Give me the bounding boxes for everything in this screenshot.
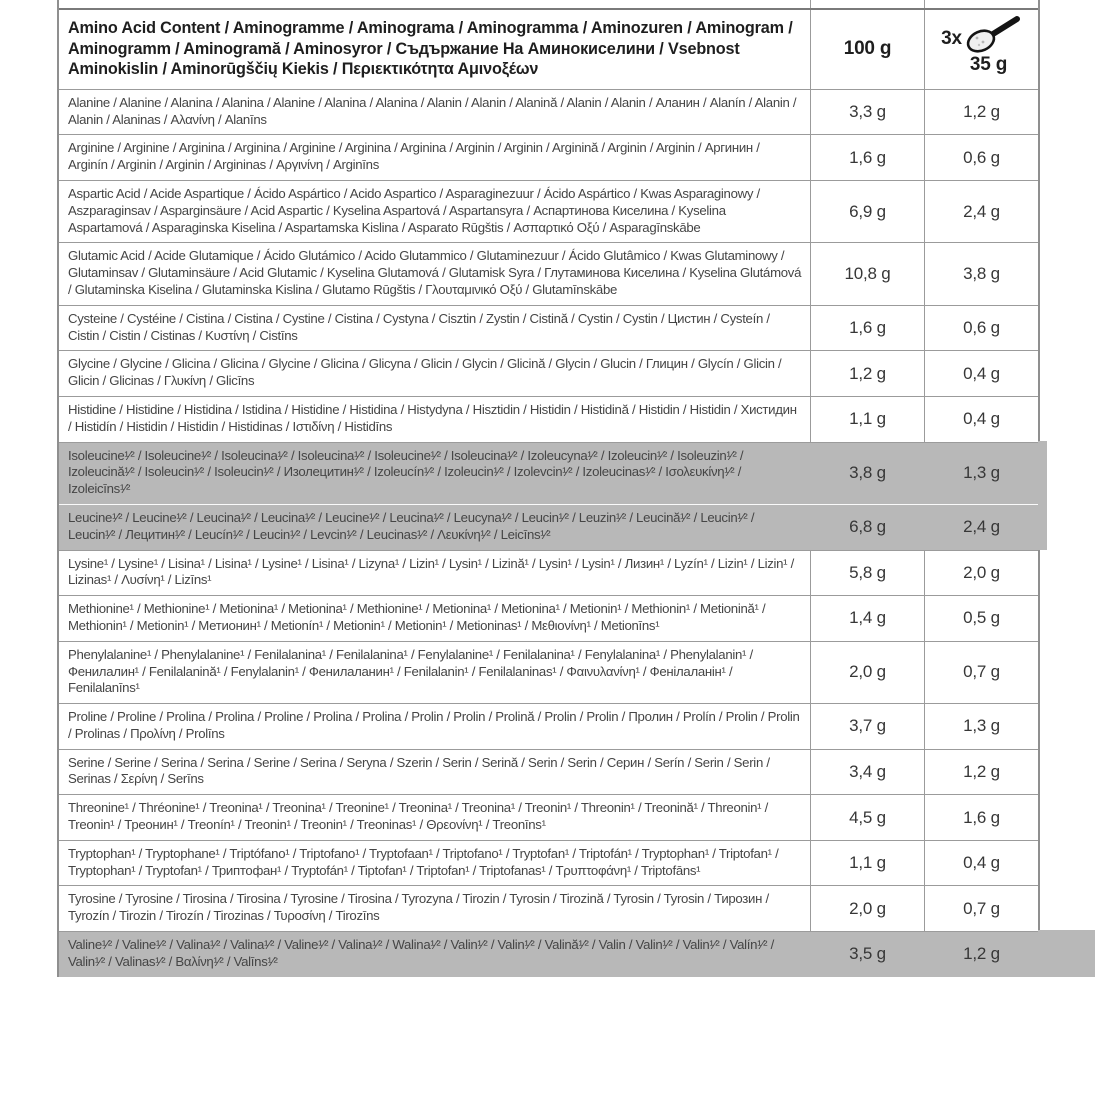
amino-acid-names: Glycine / Glycine / Glicina / Glicina / … xyxy=(68,356,782,389)
value-per-100g: 1,6 g xyxy=(810,305,924,351)
table-row: Phenylalanine¹ / Phenylalanine¹ / Fenila… xyxy=(59,640,1038,704)
value-per-100g: 6,9 g xyxy=(810,180,924,243)
value-per-100g: 3,8 g xyxy=(849,463,886,483)
value-per-100g: 2,0 g xyxy=(810,641,924,704)
amino-acid-names: Glutamic Acid / Acide Glutamique / Ácido… xyxy=(68,248,802,297)
amino-acid-names: Methionine¹ / Methionine¹ / Metionina¹ /… xyxy=(68,601,766,633)
amino-acid-names: Aspartic Acid / Acide Aspartique / Ácido… xyxy=(68,185,760,235)
value-per-100g: 1,1 g xyxy=(810,396,924,442)
value-per-serving: 1,2 g xyxy=(924,749,1038,795)
value-per-serving: 0,4 g xyxy=(924,840,1038,886)
value-per-serving: 1,3 g xyxy=(924,704,1038,749)
serving-prefix: 3x xyxy=(941,28,962,50)
value-per-100g: 1,1 g xyxy=(810,840,924,886)
table-row: Glutamic Acid / Acide Glutamique / Ácido… xyxy=(59,242,1038,305)
table-row: Threonine¹ / Thréonine¹ / Treonina¹ / Tr… xyxy=(59,794,1038,840)
value-per-serving: 1,6 g xyxy=(924,795,1038,840)
amino-acid-names: Valine¹⁄² / Valine¹⁄² / Valina¹⁄² / Vali… xyxy=(68,937,775,969)
value-per-100g: 3,3 g xyxy=(810,89,924,135)
amino-acid-names: Tryptophan¹ / Tryptophane¹ / Triptófano¹… xyxy=(68,845,779,878)
table-row: Proline / Proline / Prolina / Prolina / … xyxy=(59,703,1038,749)
amino-acid-names: Isoleucine¹⁄² / Isoleucine¹⁄² / Isoleuci… xyxy=(68,447,744,497)
value-per-100g: 3,7 g xyxy=(810,704,924,749)
value-per-100g: 5,8 g xyxy=(810,550,924,596)
table-row: Glycine / Glycine / Glicina / Glicina / … xyxy=(59,350,1038,396)
table-row: Tryptophan¹ / Tryptophane¹ / Triptófano¹… xyxy=(59,839,1038,886)
value-per-100g: 2,0 g xyxy=(810,886,924,932)
amino-acid-names: Threonine¹ / Thréonine¹ / Treonina¹ / Tr… xyxy=(68,800,769,833)
col-header-100g: 100 g xyxy=(810,10,924,89)
value-per-serving: 0,6 g xyxy=(924,305,1038,351)
value-per-serving: 0,4 g xyxy=(924,396,1038,442)
value-per-serving: 2,4 g xyxy=(924,180,1038,243)
value-per-serving: 0,4 g xyxy=(924,351,1038,396)
amino-acid-names: Phenylalanine¹ / Phenylalanine¹ / Fenila… xyxy=(68,646,753,696)
top-strip xyxy=(59,0,1038,8)
header-title: Amino Acid Content / Aminogramme / Amino… xyxy=(68,19,793,79)
value-per-serving: 0,7 g xyxy=(924,886,1038,932)
value-per-serving: 0,6 g xyxy=(924,135,1038,180)
value-per-serving: 0,7 g xyxy=(924,641,1038,704)
value-per-serving: 1,3 g xyxy=(963,463,1000,483)
table-row: Cysteine / Cystéine / Cistina / Cistina … xyxy=(59,304,1038,351)
value-per-serving: 3,8 g xyxy=(924,243,1038,305)
top-strip-100g-cell xyxy=(810,0,924,8)
amino-acid-names: Lysine¹ / Lysine¹ / Lisina¹ / Lisina¹ / … xyxy=(68,555,795,588)
amino-acid-names: Tyrosine / Tyrosine / Tirosina / Tirosin… xyxy=(68,891,769,924)
value-per-100g: 3,5 g xyxy=(849,944,886,964)
value-per-100g: 3,4 g xyxy=(810,749,924,795)
table-row: Leucine¹⁄² / Leucine¹⁄² / Leucina¹⁄² / L… xyxy=(59,503,1047,550)
col-header-serving: 3x 35 g xyxy=(924,10,1038,89)
table-header: Amino Acid Content / Aminogramme / Amino… xyxy=(59,8,1038,89)
table-row: Aspartic Acid / Acide Aspartique / Ácido… xyxy=(59,179,1038,243)
amino-acid-table: Amino Acid Content / Aminogramme / Amino… xyxy=(57,0,1095,977)
value-per-100g: 6,8 g xyxy=(849,517,886,537)
value-per-100g: 4,5 g xyxy=(810,795,924,840)
table-row: Arginine / Arginine / Arginina / Arginin… xyxy=(59,134,1038,180)
amino-acid-names: Proline / Proline / Prolina / Prolina / … xyxy=(68,709,800,741)
table-row: Serine / Serine / Serina / Serina / Seri… xyxy=(59,748,1038,795)
value-per-serving: 2,4 g xyxy=(963,517,1000,537)
amino-acid-names: Alanine / Alanine / Alanina / Alanina / … xyxy=(68,94,797,127)
table-row: Histidine / Histidine / Histidina / Isti… xyxy=(59,395,1038,442)
amino-acid-names: Cysteine / Cystéine / Cistina / Cistina … xyxy=(68,310,770,343)
amino-acid-names: Serine / Serine / Serina / Serina / Seri… xyxy=(68,754,770,787)
amino-acid-names: Leucine¹⁄² / Leucine¹⁄² / Leucina¹⁄² / L… xyxy=(68,509,755,542)
value-per-serving: 2,0 g xyxy=(924,550,1038,596)
value-per-serving: 0,5 g xyxy=(924,596,1038,641)
table-row: Alanine / Alanine / Alanina / Alanina / … xyxy=(59,88,1038,135)
amino-acid-names: Arginine / Arginine / Arginina / Arginin… xyxy=(68,140,760,173)
value-per-100g: 1,2 g xyxy=(810,351,924,396)
table-row: Valine¹⁄² / Valine¹⁄² / Valina¹⁄² / Vali… xyxy=(59,930,1095,977)
top-strip-serving-cell xyxy=(924,0,1038,8)
serving-header: 3x 35 g xyxy=(941,16,1022,76)
value-per-100g: 10,8 g xyxy=(810,243,924,305)
serving-top: 3x xyxy=(941,16,1022,56)
amino-acid-names: Histidine / Histidine / Histidina / Isti… xyxy=(68,401,797,434)
value-per-serving: 1,2 g xyxy=(924,89,1038,135)
table-row: Methionine¹ / Methionine¹ / Metionina¹ /… xyxy=(59,595,1038,641)
table-row: Lysine¹ / Lysine¹ / Lisina¹ / Lisina¹ / … xyxy=(59,549,1038,596)
value-per-100g: 1,6 g xyxy=(810,135,924,180)
table-row: Tyrosine / Tyrosine / Tirosina / Tirosin… xyxy=(59,885,1038,932)
scoop-icon xyxy=(966,16,1020,53)
serving-amount: 35 g xyxy=(969,54,1008,76)
value-per-serving: 1,2 g xyxy=(963,944,1000,964)
table-row: Isoleucine¹⁄² / Isoleucine¹⁄² / Isoleuci… xyxy=(59,440,1047,505)
value-per-100g: 1,4 g xyxy=(810,596,924,641)
